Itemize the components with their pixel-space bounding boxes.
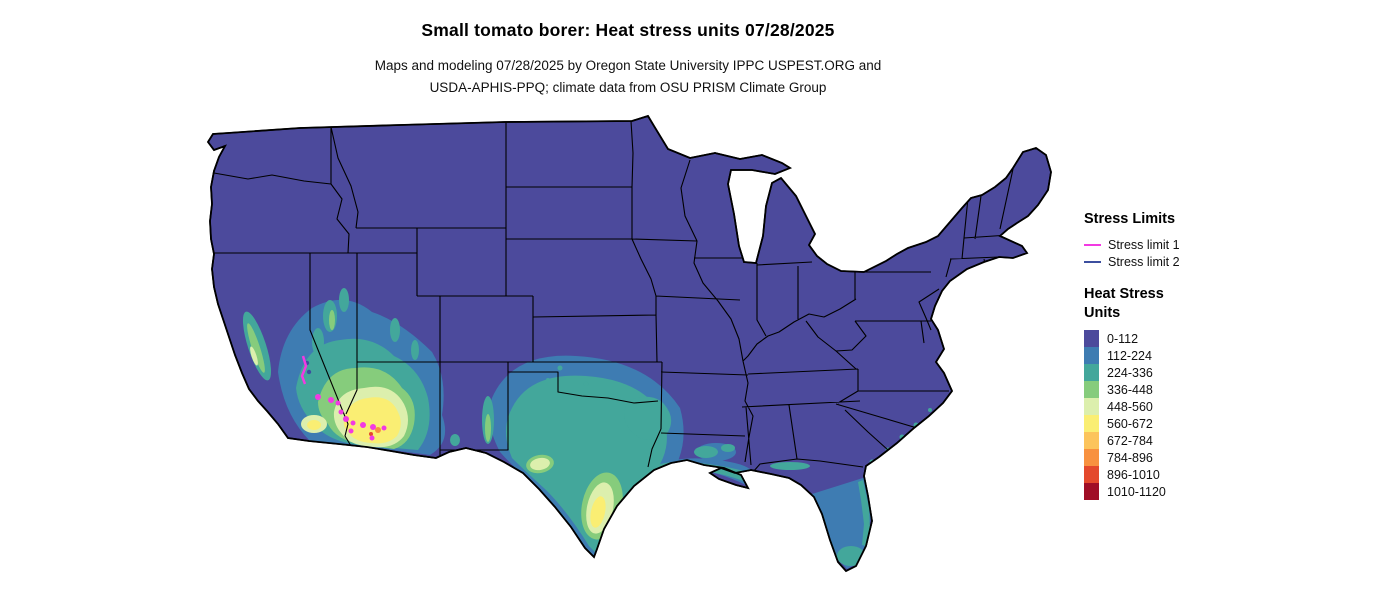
legend-item-band-3: 224-336 xyxy=(1084,364,1224,381)
subtitle-line-1: Maps and modeling 07/28/2025 by Oregon S… xyxy=(374,58,882,73)
legend-item-band-2: 112-224 xyxy=(1084,347,1224,364)
legend-item-band-4: 336-448 xyxy=(1084,381,1224,398)
legend-label: 112-224 xyxy=(1107,348,1152,363)
subtitle: Maps and modeling 07/28/2025 by Oregon S… xyxy=(0,55,1256,99)
legend-swatch xyxy=(1084,466,1099,483)
legend-label: Stress limit 2 xyxy=(1108,254,1180,269)
heat-stress-units-heading: Heat Stress Units xyxy=(1084,286,1164,321)
legend-swatch xyxy=(1084,483,1099,500)
legend-item-band-9: 896-1010 xyxy=(1084,466,1224,483)
legend-item-band-7: 672-784 xyxy=(1084,432,1224,449)
stress-limits-heading: Stress Limits xyxy=(1084,211,1176,227)
legend-label: 784-896 xyxy=(1107,450,1153,465)
state-borders xyxy=(212,120,1014,473)
legend: Stress Limits Stress limit 1 Stress limi… xyxy=(1084,210,1224,500)
heat-band-784-896 xyxy=(375,427,381,433)
legend-swatch xyxy=(1084,347,1099,364)
stress-limit-1-line-swatch xyxy=(1084,243,1101,246)
legend-swatch xyxy=(1084,449,1099,466)
legend-item-band-8: 784-896 xyxy=(1084,449,1224,466)
legend-label: 0-112 xyxy=(1107,331,1139,346)
legend-swatch xyxy=(1084,381,1099,398)
legend-label: 448-560 xyxy=(1107,399,1153,414)
legend-label: 896-1010 xyxy=(1107,467,1160,482)
heat-raster-layer xyxy=(212,120,1014,569)
legend-item-stress-limit-1: Stress limit 1 xyxy=(1084,236,1224,253)
legend-label: 560-672 xyxy=(1107,416,1153,431)
legend-swatch xyxy=(1084,415,1099,432)
page-title: Small tomato borer: Heat stress units 07… xyxy=(421,20,835,40)
heat-band-560-672 xyxy=(307,397,606,528)
legend-item-stress-limit-2: Stress limit 2 xyxy=(1084,253,1224,270)
legend-swatch xyxy=(1084,432,1099,449)
legend-item-band-5: 448-560 xyxy=(1084,398,1224,415)
stress-limit-1-markers xyxy=(300,355,387,441)
legend-label: 672-784 xyxy=(1107,433,1153,448)
legend-swatch xyxy=(1084,330,1099,347)
legend-label: 1010-1120 xyxy=(1107,484,1166,499)
stress-limit-2-line-swatch xyxy=(1084,260,1101,263)
legend-item-band-1: 0-112 xyxy=(1084,330,1224,347)
heat-band-896-1010 xyxy=(369,432,373,436)
legend-label: Stress limit 1 xyxy=(1108,237,1180,252)
legend-item-band-6: 560-672 xyxy=(1084,415,1224,432)
subtitle-line-2: USDA-APHIS-PPQ; climate data from OSU PR… xyxy=(429,80,827,95)
legend-swatch xyxy=(1084,398,1099,415)
legend-item-band-10: 1010-1120 xyxy=(1084,483,1224,500)
legend-swatch xyxy=(1084,364,1099,381)
legend-label: 336-448 xyxy=(1107,382,1153,397)
legend-label: 224-336 xyxy=(1107,365,1153,380)
